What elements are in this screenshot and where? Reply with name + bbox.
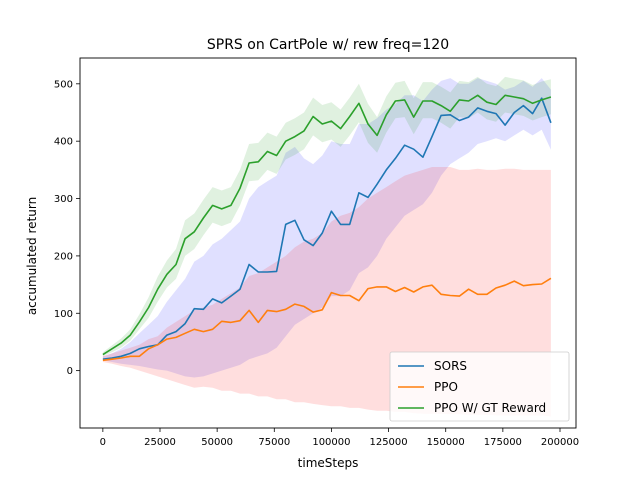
x-tick-label: 175000: [484, 437, 522, 448]
legend-label-ppo: PPO: [434, 380, 458, 394]
band-ppo-w-gt-reward: [102, 76, 551, 357]
series-lines: [102, 94, 552, 362]
y-tick-label: 300: [54, 194, 73, 205]
y-tick-label: 0: [67, 366, 73, 377]
line-sors: [102, 97, 552, 360]
x-axis-label: timeSteps: [298, 456, 359, 470]
y-tick-label: 500: [54, 79, 73, 90]
y-tick-label: 200: [54, 251, 73, 262]
x-tick-label: 125000: [369, 437, 407, 448]
x-axis: 0 25000 50000 75000 100000 125000 150000 175000…: [100, 428, 579, 448]
chart-title: SPRS on CartPole w/ rew freq=120: [207, 37, 449, 53]
x-tick-label: 50000: [201, 437, 233, 448]
x-tick-label: 100000: [312, 437, 350, 448]
x-tick-label: 75000: [258, 437, 290, 448]
x-tick-label: 25000: [144, 437, 176, 448]
x-tick-label: 200000: [541, 437, 579, 448]
y-tick-label: 400: [54, 137, 73, 148]
line-ppo-w-gt-reward: [102, 94, 552, 356]
plot-frame: [79, 57, 577, 429]
y-axis: 0 100 200 300 400 500: [54, 79, 80, 377]
x-tick-label: 150000: [427, 437, 465, 448]
line-ppo: [102, 277, 552, 362]
y-tick-label: 100: [54, 309, 73, 320]
x-tick-label: 0: [100, 437, 106, 448]
band-sors: [102, 78, 551, 378]
legend-label-ppo-w-gt-reward: PPO W/ GT Reward: [434, 401, 546, 415]
y-axis-label: accumulated return: [25, 197, 39, 315]
legend-box: [389, 351, 570, 422]
legend-label-sors: SORS: [434, 359, 467, 373]
legend: SORS PPO PPO W/ GT Reward: [389, 351, 570, 422]
